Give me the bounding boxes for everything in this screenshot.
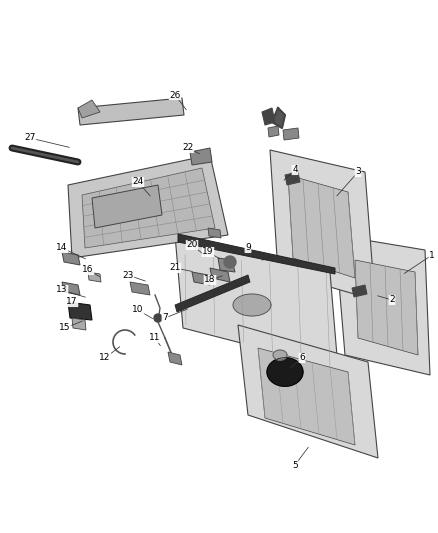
Polygon shape xyxy=(267,358,303,386)
Polygon shape xyxy=(92,185,162,228)
Polygon shape xyxy=(262,108,275,125)
Text: 11: 11 xyxy=(149,334,161,343)
Polygon shape xyxy=(72,318,86,330)
Polygon shape xyxy=(190,148,212,165)
Polygon shape xyxy=(288,175,355,278)
Text: 10: 10 xyxy=(132,305,144,314)
Polygon shape xyxy=(178,234,335,274)
Polygon shape xyxy=(68,302,92,320)
Polygon shape xyxy=(175,275,250,312)
Text: 6: 6 xyxy=(299,353,305,362)
Text: 5: 5 xyxy=(292,461,298,470)
Polygon shape xyxy=(130,282,150,295)
Circle shape xyxy=(154,314,162,322)
Polygon shape xyxy=(78,100,100,118)
Polygon shape xyxy=(192,272,210,285)
Text: 15: 15 xyxy=(59,324,71,333)
Polygon shape xyxy=(270,150,375,300)
Text: 27: 27 xyxy=(25,133,35,142)
Text: 7: 7 xyxy=(162,313,168,322)
Text: 18: 18 xyxy=(204,276,216,285)
Text: 12: 12 xyxy=(99,353,111,362)
Text: 19: 19 xyxy=(202,247,214,256)
Polygon shape xyxy=(272,108,285,128)
Text: 24: 24 xyxy=(132,177,144,187)
Text: 17: 17 xyxy=(66,297,78,306)
Polygon shape xyxy=(78,98,184,125)
Polygon shape xyxy=(355,260,418,355)
Text: 23: 23 xyxy=(122,271,134,279)
Polygon shape xyxy=(175,235,338,368)
Polygon shape xyxy=(335,235,430,375)
Text: 16: 16 xyxy=(82,265,94,274)
Polygon shape xyxy=(62,252,80,265)
Polygon shape xyxy=(273,350,287,360)
Text: 3: 3 xyxy=(355,167,361,176)
Text: 4: 4 xyxy=(292,166,298,174)
Polygon shape xyxy=(218,258,235,272)
Text: 9: 9 xyxy=(245,244,251,253)
Polygon shape xyxy=(82,168,215,248)
Text: 21: 21 xyxy=(170,263,181,272)
Text: 14: 14 xyxy=(57,244,68,253)
Text: 20: 20 xyxy=(186,240,198,249)
Polygon shape xyxy=(352,285,367,297)
Polygon shape xyxy=(258,348,355,445)
Polygon shape xyxy=(62,282,80,295)
Polygon shape xyxy=(68,155,228,258)
Text: 26: 26 xyxy=(170,91,181,100)
Text: 2: 2 xyxy=(389,295,395,304)
Polygon shape xyxy=(88,272,101,282)
Text: 22: 22 xyxy=(182,143,194,152)
Polygon shape xyxy=(285,172,300,185)
Polygon shape xyxy=(233,294,271,316)
Polygon shape xyxy=(268,126,279,137)
Polygon shape xyxy=(168,352,182,365)
Text: 13: 13 xyxy=(56,286,68,295)
Polygon shape xyxy=(238,325,378,458)
Circle shape xyxy=(224,256,236,268)
Polygon shape xyxy=(210,268,230,282)
Polygon shape xyxy=(283,128,299,140)
Text: 1: 1 xyxy=(429,251,435,260)
Polygon shape xyxy=(208,228,221,238)
